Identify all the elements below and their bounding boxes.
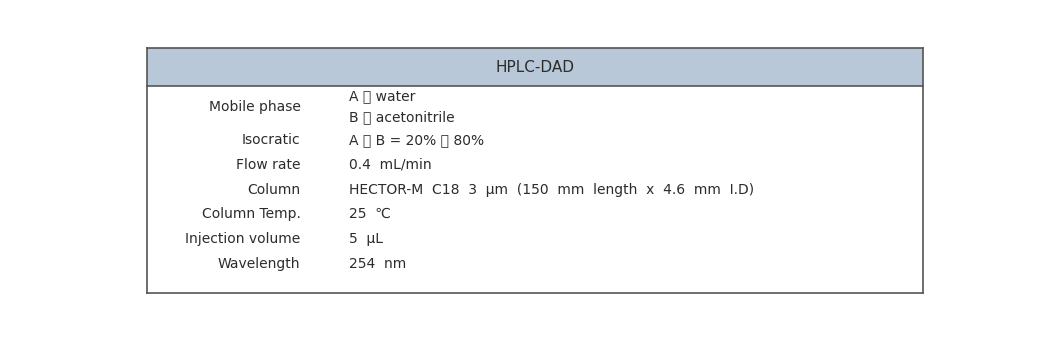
Text: Column: Column <box>247 183 301 197</box>
Text: Mobile phase: Mobile phase <box>209 100 301 114</box>
Bar <box>146 48 923 86</box>
Text: 254  nm: 254 nm <box>349 257 406 271</box>
Text: HECTOR-M  C18  3  μm  (150  mm  length  x  4.6  mm  I.D): HECTOR-M C18 3 μm (150 mm length x 4.6 m… <box>349 183 754 197</box>
Text: 0.4  mL/min: 0.4 mL/min <box>349 158 431 172</box>
Text: A ： water
B ： acetonitrile: A ： water B ： acetonitrile <box>349 89 454 124</box>
Text: 25  ℃: 25 ℃ <box>349 207 390 221</box>
Text: 5  μL: 5 μL <box>349 232 383 246</box>
Text: Isocratic: Isocratic <box>242 133 301 147</box>
Text: HPLC-DAD: HPLC-DAD <box>496 60 574 75</box>
Text: Column Temp.: Column Temp. <box>201 207 301 221</box>
Text: Flow rate: Flow rate <box>236 158 301 172</box>
Text: A ： B = 20% ： 80%: A ： B = 20% ： 80% <box>349 133 484 147</box>
Text: Injection volume: Injection volume <box>185 232 301 246</box>
Text: Wavelength: Wavelength <box>218 257 301 271</box>
